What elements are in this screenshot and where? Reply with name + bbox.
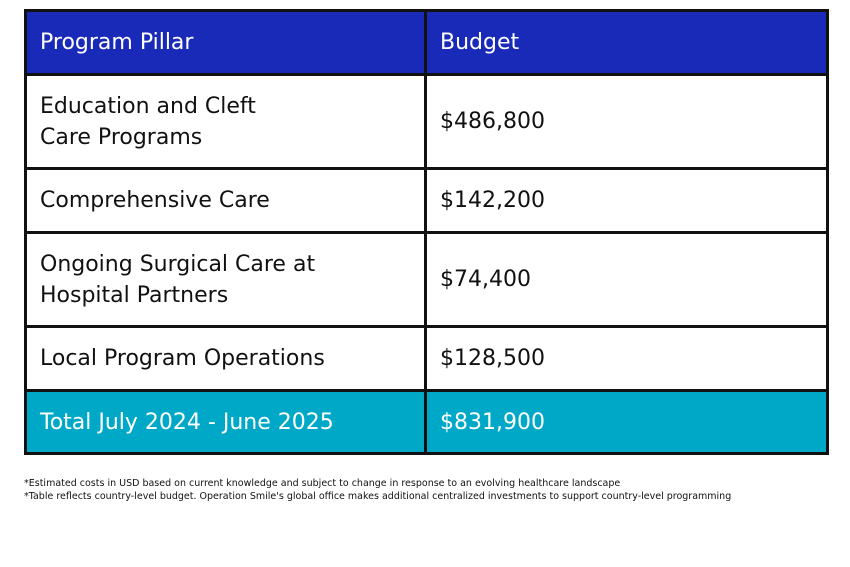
table-row: Education and Cleft Care Programs $486,8… xyxy=(24,73,829,170)
pillar-label-line1: Education and Cleft xyxy=(40,93,256,119)
budget-cell: $486,800 xyxy=(424,73,829,170)
pillar-label-line2: Hospital Partners xyxy=(40,282,229,308)
table-header-row: Program Pillar Budget xyxy=(24,9,829,76)
pillar-label-line1: Comprehensive Care xyxy=(40,188,270,213)
header-budget: Budget xyxy=(424,9,829,76)
total-label: Total July 2024 - June 2025 xyxy=(24,389,427,455)
table-row: Local Program Operations $128,500 xyxy=(24,325,829,392)
pillar-label-line1: Ongoing Surgical Care at xyxy=(40,251,316,277)
header-program-pillar: Program Pillar xyxy=(24,9,427,76)
pillar-label-line1: Local Program Operations xyxy=(40,346,325,371)
budget-cell: $128,500 xyxy=(424,325,829,392)
pillar-cell: Ongoing Surgical Care at Hospital Partne… xyxy=(24,231,427,328)
pillar-cell: Local Program Operations xyxy=(24,325,427,392)
pillar-label-line2: Care Programs xyxy=(40,124,203,150)
table-row: Ongoing Surgical Care at Hospital Partne… xyxy=(24,231,829,328)
budget-table: Program Pillar Budget Education and Clef… xyxy=(24,9,829,455)
pillar-cell: Education and Cleft Care Programs xyxy=(24,73,427,170)
footnotes: *Estimated costs in USD based on current… xyxy=(24,477,824,503)
budget-cell: $74,400 xyxy=(424,231,829,328)
budget-cell: $142,200 xyxy=(424,167,829,234)
footnote-estimated-costs: *Estimated costs in USD based on current… xyxy=(24,478,621,489)
total-row: Total July 2024 - June 2025 $831,900 xyxy=(24,389,829,455)
pillar-cell: Comprehensive Care xyxy=(24,167,427,234)
footnote-country-level: *Table reflects country-level budget. Op… xyxy=(24,491,732,502)
total-budget: $831,900 xyxy=(424,389,829,455)
table-row: Comprehensive Care $142,200 xyxy=(24,167,829,234)
